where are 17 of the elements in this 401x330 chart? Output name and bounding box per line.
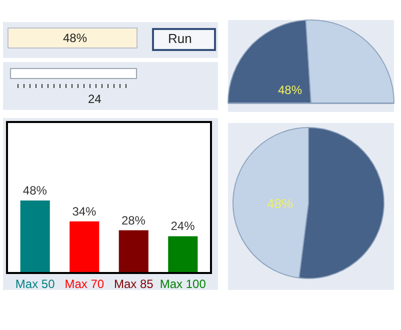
bar [168, 236, 198, 272]
bar [70, 221, 100, 272]
x-tick-label: Max 70 [64, 277, 104, 292]
x-tick-label: Max 100 [160, 277, 206, 292]
x-tick-label: Max 85 [114, 277, 154, 292]
data-label: 28% [121, 213, 146, 228]
text: 24 [88, 92, 102, 106]
data-label: 48% [267, 196, 294, 211]
data-label: 34% [72, 204, 97, 218]
bar [20, 200, 50, 272]
data-label: 48% [22, 183, 48, 198]
text: 48% [63, 31, 88, 45]
data-label: 48% [278, 83, 302, 97]
x-tick-label: Max 50 [15, 277, 56, 292]
text: Run [168, 31, 192, 46]
bar [118, 230, 148, 272]
data-label: 24% [170, 219, 196, 234]
